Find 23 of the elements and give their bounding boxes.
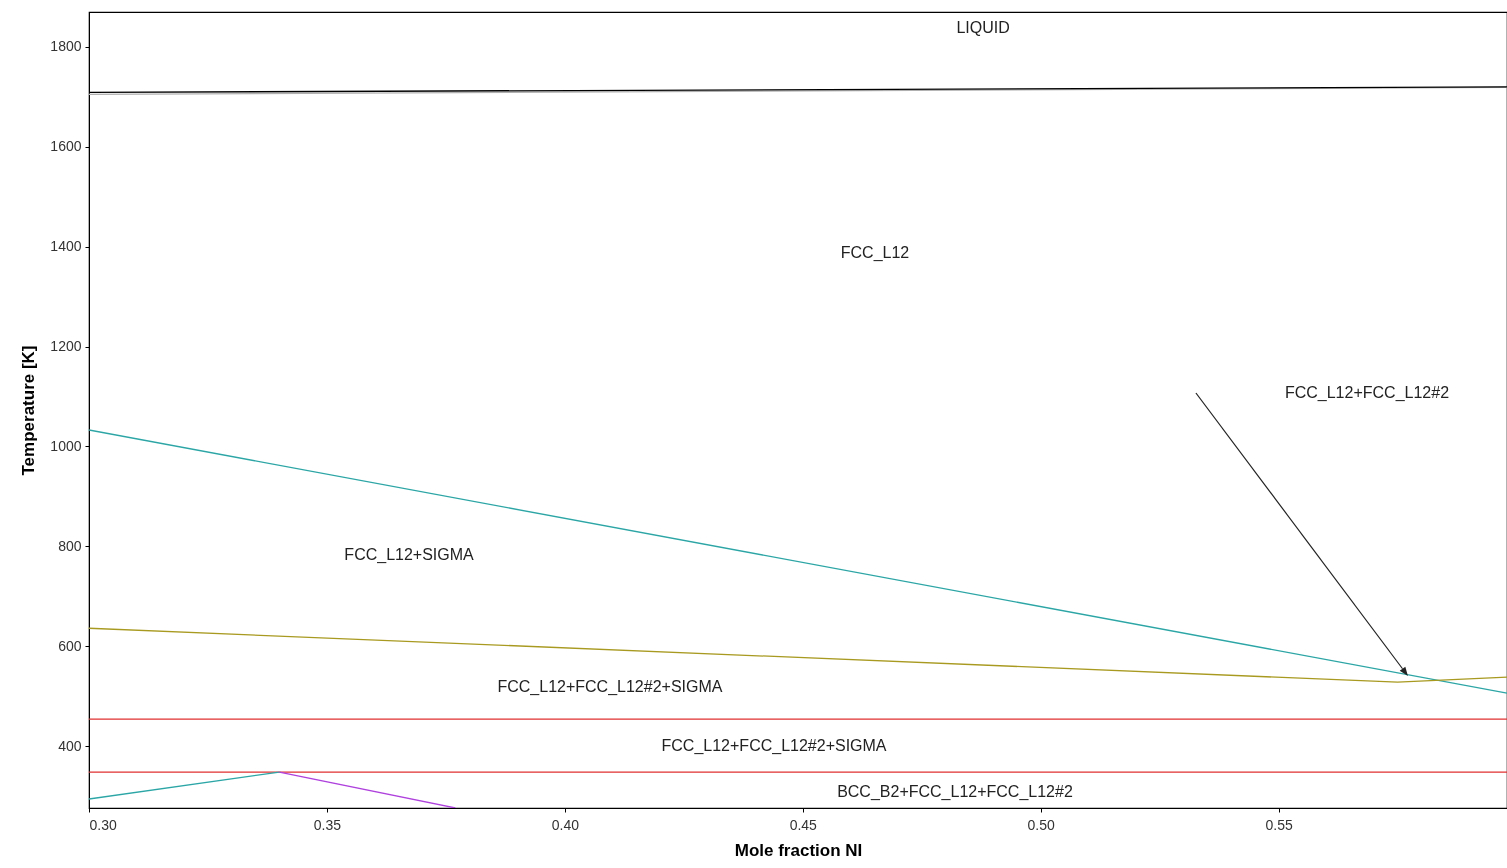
- y-tick-label: 1800: [50, 38, 82, 55]
- annotation: FCC_L12: [840, 244, 910, 263]
- x-tick-label: 0.30: [89, 816, 117, 833]
- x-tick-label: 0.40: [551, 816, 580, 833]
- annotation: FCC_L12+SIGMA: [344, 546, 475, 565]
- x-axis-title: Mole fraction NI: [734, 840, 863, 860]
- annotation: FCC_L12+FCC_L12#2: [1284, 383, 1450, 402]
- annotation: FCC_L12+FCC_L12#2+SIGMA: [661, 736, 887, 755]
- y-tick-label: 800: [58, 537, 82, 554]
- y-tick-label: 1000: [50, 437, 82, 454]
- y-tick-label: 600: [58, 637, 82, 654]
- annotation: BCC_B2+FCC_L12+FCC_L12#2: [837, 783, 1073, 801]
- y-tick-label: 400: [58, 737, 82, 754]
- x-tick-label: 0.35: [313, 816, 342, 833]
- y-tick-label: 1600: [50, 138, 82, 155]
- y-tick-label: 1400: [50, 238, 82, 255]
- annotation: FCC_L12+FCC_L12#2+SIGMA: [497, 678, 723, 697]
- y-tick-label: 1200: [50, 338, 82, 355]
- x-tick-label: 0.45: [789, 816, 818, 833]
- annotation: LIQUID: [956, 19, 1010, 36]
- x-tick-label: 0.50: [1027, 816, 1056, 833]
- x-tick-label: 0.55: [1265, 816, 1293, 833]
- y-axis-title: Temperature [K]: [19, 345, 39, 476]
